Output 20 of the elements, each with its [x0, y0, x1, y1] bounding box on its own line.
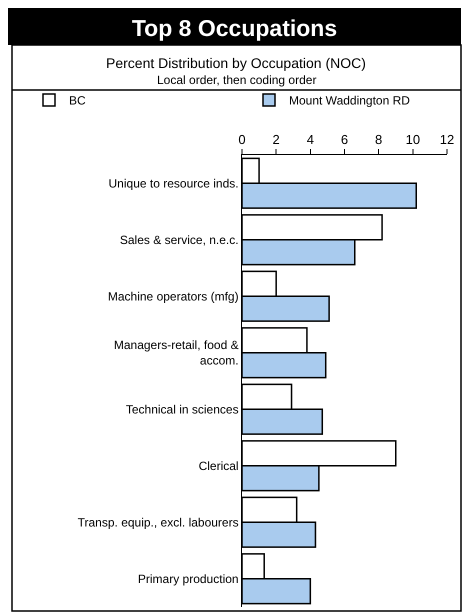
y-tick-label: Unique to resource inds.	[108, 176, 239, 190]
y-tick-label: Primary production	[138, 572, 239, 586]
y-tick-label: Managers-retail, food & accom.	[114, 338, 239, 368]
y-tick-label: Clerical	[198, 458, 239, 473]
chart-title: Top 8 Occupations	[132, 15, 338, 42]
x-tick-label: 2	[272, 132, 280, 147]
text: Local order, then coding order	[157, 73, 316, 87]
y-tick-label: Sales & service, n.e.c.	[120, 232, 239, 247]
x-tick-label: 0	[238, 132, 246, 147]
chart-subtitle: Percent Distribution by Occupation (NOC)	[106, 55, 366, 71]
y-tick-label: Machine operators (mfg)	[108, 289, 239, 304]
x-tick-label: 4	[306, 132, 314, 147]
y-tick-label: Transp. equip., excl. labourers	[78, 515, 239, 530]
x-tick-label: 12	[440, 132, 454, 147]
x-tick-label: 8	[375, 132, 382, 147]
x-tick-label: 6	[340, 132, 348, 147]
y-tick-label: Technical in sciences	[126, 402, 239, 416]
x-tick-label: 10	[406, 132, 420, 147]
legend-label: Mount Waddington RD	[289, 94, 410, 108]
legend-label: BC	[69, 94, 86, 108]
